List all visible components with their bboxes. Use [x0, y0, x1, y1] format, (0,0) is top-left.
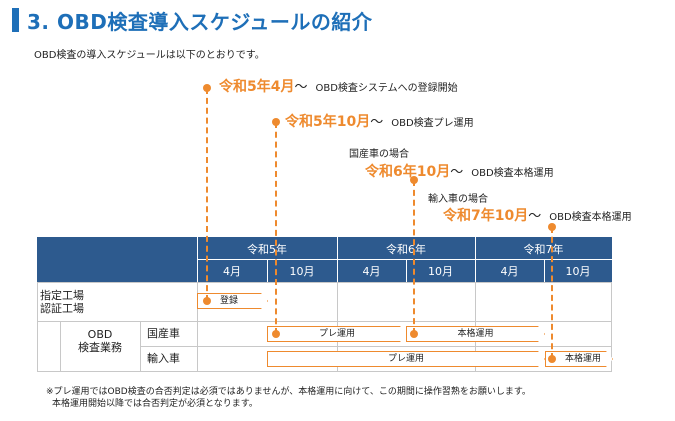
annotation-registration: 令和5年4月～ OBD検査システムへの登録開始 — [219, 76, 458, 96]
annotation-imported-full: 令和7年10月～ OBD検査本格運用 — [443, 205, 632, 225]
annotation-tilde: ～ — [528, 209, 542, 224]
page-title: 3. OBD検査導入スケジュールの紹介 — [27, 10, 373, 34]
marker-line-pre — [275, 122, 277, 334]
month-header: 10月 — [428, 265, 453, 278]
marker-dot — [548, 223, 556, 231]
header-separator — [406, 260, 407, 282]
marker-dot — [203, 297, 211, 305]
annotation-text: OBD検査本格運用 — [471, 168, 554, 179]
row-label-imported: 輸入車 — [147, 352, 180, 365]
table-body — [37, 282, 612, 372]
annotation-tilde: ～ — [370, 115, 384, 130]
header-separator — [544, 260, 545, 282]
row-divider — [37, 321, 612, 322]
marker-dot — [548, 355, 556, 363]
header-separator — [475, 237, 476, 282]
title-accent-bar — [12, 8, 19, 32]
bar-domestic-full: 本格運用 — [406, 326, 545, 342]
header-separator — [267, 260, 268, 282]
row-divider — [140, 346, 612, 347]
header-separator — [337, 237, 338, 282]
annotation-date: 令和6年10月 — [365, 164, 451, 180]
marker-line-domestic — [413, 180, 415, 334]
month-header: 10月 — [289, 265, 315, 278]
header-divider — [197, 259, 612, 260]
annotation-imported-prefix: 輸入車の場合 — [428, 194, 488, 205]
marker-dot — [410, 176, 418, 184]
bar-registration: 登録 — [197, 293, 268, 309]
column-divider — [197, 282, 198, 372]
footnote: 本格運用開始以降では合否判定が必須となります。 — [52, 399, 258, 409]
year-header: 令和7年 — [523, 243, 564, 256]
month-header: 4月 — [223, 265, 241, 278]
marker-line-registration — [206, 88, 208, 301]
annotation-tilde: ～ — [450, 165, 464, 180]
year-header: 令和5年 — [247, 243, 287, 256]
intro-text: OBD検査の導入スケジュールは以下のとおりです。 — [34, 50, 265, 61]
header-separator — [197, 237, 198, 282]
annotation-date: 令和5年4月 — [219, 79, 295, 95]
month-header: 4月 — [500, 265, 519, 278]
annotation-text: OBD検査システムへの登録開始 — [315, 83, 458, 94]
annotation-date: 令和5年10月 — [285, 114, 371, 130]
annotation-pre-operation: 令和5年10月～ OBD検査プレ運用 — [285, 111, 474, 131]
bar-imported-pre: プレ運用 — [267, 351, 545, 367]
marker-dot — [272, 330, 280, 338]
marker-dot — [272, 118, 280, 126]
marker-dot — [203, 84, 211, 92]
row-label-obd: OBD 検査業務 — [78, 328, 122, 354]
month-header: 10月 — [565, 265, 591, 278]
annotation-domestic-full: 令和6年10月～ OBD検査本格運用 — [365, 161, 554, 181]
bar-imported-full: 本格運用 — [545, 351, 613, 367]
marker-line-imported — [551, 227, 553, 359]
annotation-text: OBD検査プレ運用 — [391, 118, 474, 129]
bar-domestic-pre: プレ運用 — [267, 326, 407, 342]
year-header: 令和6年 — [386, 243, 426, 256]
annotation-domestic-prefix: 国産車の場合 — [349, 149, 409, 160]
row-label-domestic: 国産車 — [147, 327, 180, 340]
footnote: ※プレ運用ではOBD検査の合否判定は必須ではありませんが、本格運用に向けて、この… — [46, 387, 531, 397]
month-header: 4月 — [362, 265, 381, 278]
column-divider — [140, 321, 141, 372]
marker-dot — [410, 330, 418, 338]
annotation-date: 令和7年10月 — [443, 208, 529, 224]
annotation-text: OBD検査本格運用 — [549, 212, 632, 223]
row-label-factory: 指定工場 認証工場 — [40, 289, 84, 315]
annotation-tilde: ～ — [294, 80, 308, 95]
column-divider — [60, 321, 61, 372]
